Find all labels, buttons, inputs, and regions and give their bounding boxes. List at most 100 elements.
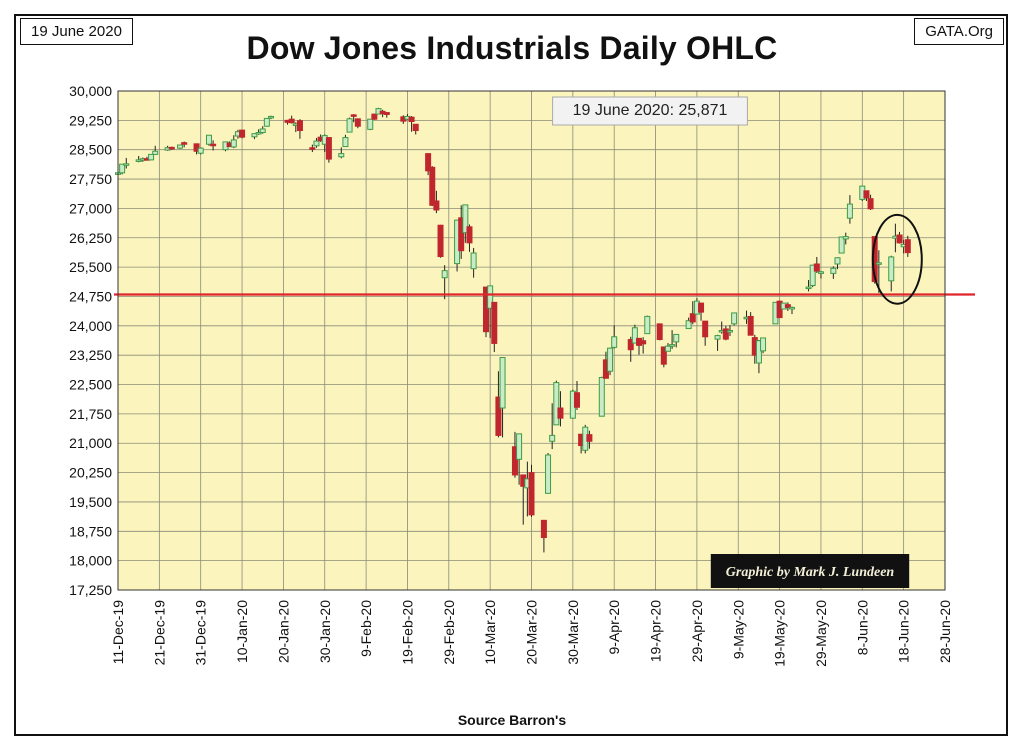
y-tick-label: 28,500: [69, 142, 112, 158]
y-tick-label: 17,250: [69, 582, 112, 598]
candle-up: [267, 115, 274, 119]
y-tick-label: 29,250: [69, 112, 112, 128]
candle-down: [784, 304, 791, 308]
x-tick-label: 29-Feb-20: [441, 600, 457, 665]
candle-down: [429, 166, 436, 206]
candle-up: [760, 337, 767, 352]
candle-down: [408, 116, 415, 123]
candle-down: [722, 328, 729, 340]
candle-down: [813, 263, 820, 272]
x-tick-label: 9-May-20: [730, 600, 746, 659]
y-tick-label: 27,000: [69, 200, 112, 216]
candle-up: [549, 434, 556, 442]
candle-down: [239, 129, 246, 138]
candle-up: [664, 345, 671, 352]
candle-up: [516, 433, 523, 460]
x-tick-label: 19-May-20: [772, 600, 788, 667]
candle-up: [346, 118, 353, 133]
candle-up: [205, 134, 212, 145]
candle-down: [491, 301, 498, 344]
candle-up: [338, 153, 345, 158]
candle-up: [644, 315, 651, 335]
candle-up: [230, 139, 237, 148]
x-tick-label: 30-Mar-20: [565, 600, 581, 665]
candle-up: [755, 340, 762, 364]
x-tick-label: 30-Jan-20: [317, 600, 333, 663]
candle-down: [702, 320, 709, 338]
candle-down: [371, 113, 378, 120]
candle-up: [805, 286, 812, 290]
candle-up: [148, 153, 155, 161]
y-tick-label: 30,000: [69, 83, 112, 99]
candle-down: [433, 200, 440, 211]
y-tick-label: 18,000: [69, 553, 112, 569]
candle-up: [817, 271, 824, 274]
candlestick-series: [115, 107, 911, 553]
x-tick-label: 29-Apr-20: [689, 600, 705, 662]
candle-down: [193, 143, 200, 152]
candle-down: [483, 286, 490, 333]
candle-down: [528, 472, 535, 516]
x-tick-label: 19-Feb-20: [399, 600, 415, 665]
candle-down: [586, 434, 593, 442]
x-tick-label: 8-Jun-20: [854, 600, 870, 655]
y-tick-label: 22,500: [69, 377, 112, 393]
x-tick-label: 29-May-20: [813, 600, 829, 667]
candle-down: [350, 114, 357, 117]
candle-up: [726, 330, 733, 333]
candle-down: [354, 118, 361, 127]
candle-up: [846, 203, 853, 219]
candle-down: [458, 217, 465, 252]
plot-border: [117, 90, 946, 591]
candle-down: [309, 147, 316, 150]
candle-up: [631, 327, 638, 344]
candle-down: [296, 120, 303, 132]
candle-down: [168, 146, 175, 150]
candle-down: [904, 239, 911, 254]
credit-label: Graphic by Mark J. Lundeen: [726, 565, 895, 580]
x-tick-label: 18-Jun-20: [896, 600, 912, 663]
candle-down: [863, 190, 870, 199]
candle-down: [573, 392, 580, 408]
overlays: 19 June 2020: 25,871 Graphic by Mark J. L…: [114, 96, 975, 588]
y-tick-label: 27,750: [69, 171, 112, 187]
x-tick-label: 21-Dec-19: [151, 600, 167, 666]
candle-down: [627, 339, 634, 351]
candle-up: [177, 144, 184, 149]
candle-up: [470, 252, 477, 270]
candle-up: [499, 357, 506, 409]
annotation-label: 19 June 2020: 25,871: [573, 102, 728, 119]
candle-up: [842, 236, 849, 240]
highlight-circle: [871, 213, 923, 305]
source-label: Source Barron's: [457, 712, 567, 728]
x-tick-label: 31-Dec-19: [193, 600, 209, 666]
candle-down: [689, 313, 696, 323]
candle-down: [466, 226, 473, 244]
candle-down: [867, 198, 874, 210]
candle-up: [462, 204, 469, 234]
x-tick-label: 28-Jun-20: [937, 600, 953, 663]
candle-down: [383, 112, 390, 115]
y-tick-label: 24,000: [69, 318, 112, 334]
y-tick-label: 26,250: [69, 230, 112, 246]
y-tick-label: 20,250: [69, 465, 112, 481]
candle-up: [123, 163, 130, 166]
candle-down: [656, 323, 663, 341]
candle-down: [511, 446, 518, 476]
candle-down: [698, 302, 705, 313]
candle-up: [673, 333, 680, 343]
candle-up: [834, 257, 841, 265]
candle-up: [553, 382, 560, 426]
candle-up: [313, 140, 320, 147]
x-tick-label: 11-Dec-19: [110, 600, 126, 665]
candle-down: [495, 396, 502, 436]
candle-up: [685, 320, 692, 330]
x-tick-label: 9-Feb-20: [358, 600, 374, 657]
candle-down: [747, 315, 754, 336]
y-tick-label: 25,500: [69, 259, 112, 275]
candle-up: [545, 454, 552, 494]
y-tick-label: 21,000: [69, 435, 112, 451]
candle-down: [210, 143, 217, 147]
candle-down: [640, 340, 647, 345]
